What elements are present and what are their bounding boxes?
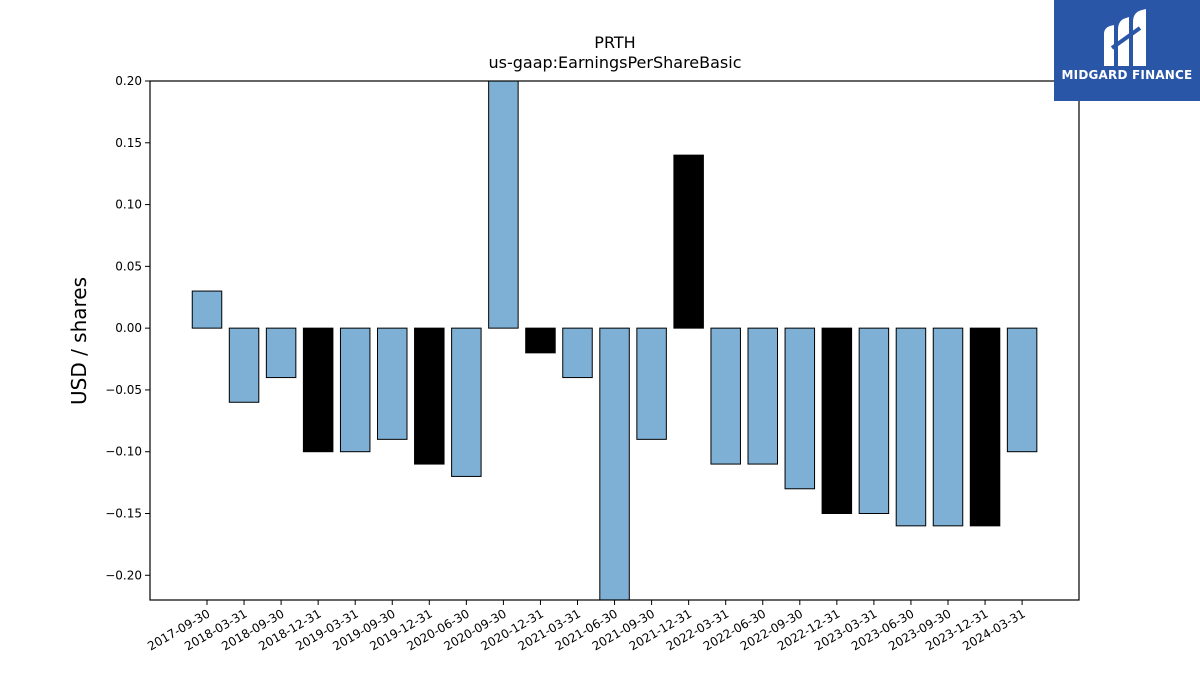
y-tick-label: 0.05 — [115, 259, 142, 273]
bar-2023-06-30 — [895, 327, 927, 527]
bar-2018-09-30 — [265, 327, 297, 379]
bar-2017-09-30 — [191, 290, 223, 329]
bar-2020-12-31 — [525, 327, 556, 354]
y-tick-label: −0.10 — [105, 445, 142, 459]
brand-name: MIDGARD FINANCE — [1061, 68, 1193, 82]
bar-2019-12-31 — [414, 327, 445, 465]
y-axis-label: USD / shares — [67, 277, 91, 405]
logo-mark-icon — [1104, 9, 1146, 66]
plot-frame — [149, 80, 1080, 601]
x-axis: 2017-09-302018-03-312018-09-302018-12-31… — [145, 600, 1028, 653]
bar-2021-03-31 — [562, 327, 593, 379]
bar-2021-09-30 — [636, 327, 667, 440]
chart-subtitle: us-gaap:EarningsPerShareBasic — [488, 53, 741, 72]
bar-2018-12-31 — [302, 327, 334, 453]
bar-2024-03-31 — [1006, 327, 1038, 453]
y-tick-label: −0.15 — [105, 507, 142, 521]
bar-2023-12-31 — [969, 327, 1001, 527]
midgard-finance-logo: MIDGARD FINANCE — [1054, 0, 1200, 101]
bar-2022-12-31 — [821, 327, 853, 515]
bar-2022-09-30 — [784, 327, 816, 490]
y-axis: 0.20 0.15 0.10 0.05 0.00 −0.05 −0.10 −0.15 −0.20 — [105, 74, 150, 582]
y-tick-label: 0.10 — [115, 198, 142, 212]
bar-2021-12-31 — [673, 154, 704, 329]
bar-2022-06-30 — [747, 327, 778, 465]
y-tick-label: −0.05 — [105, 383, 142, 397]
bar-2020-09-30 — [488, 80, 519, 329]
bar-2018-03-31 — [228, 327, 260, 403]
bar-2022-03-31 — [710, 327, 741, 465]
bar-2023-03-31 — [858, 327, 890, 515]
bar-2023-09-30 — [932, 327, 964, 527]
y-tick-label: 0.20 — [115, 74, 142, 88]
bar-2019-09-30 — [377, 327, 408, 440]
bar-2021-06-30 — [599, 327, 630, 601]
bars-group — [191, 80, 1038, 601]
bar-2020-06-30 — [451, 327, 482, 477]
chart-title: PRTH — [594, 33, 635, 52]
y-tick-label: −0.20 — [105, 568, 142, 582]
y-tick-label: 0.00 — [115, 321, 142, 335]
y-tick-label: 0.15 — [115, 136, 142, 150]
bar-2019-03-31 — [339, 327, 371, 453]
